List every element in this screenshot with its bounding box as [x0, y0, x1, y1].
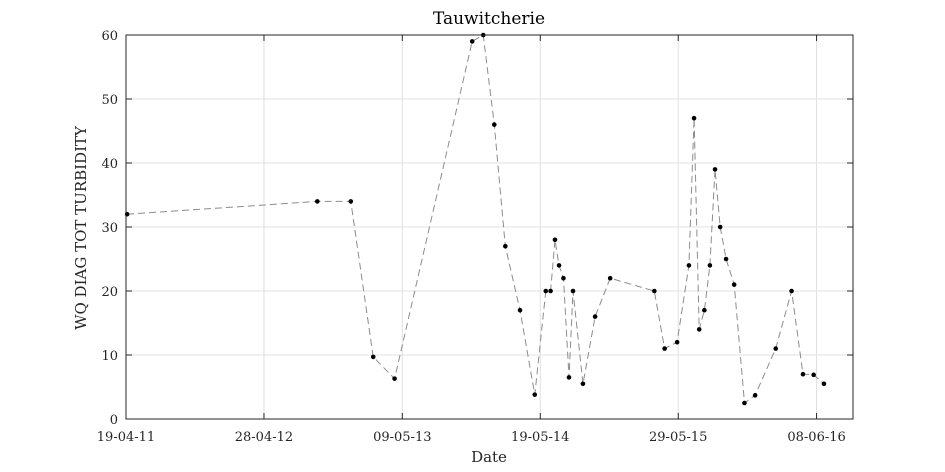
data-point [491, 122, 497, 127]
data-point [315, 199, 320, 204]
data-point [370, 354, 376, 360]
data-point [552, 237, 558, 243]
x-axis-ticks: 19-04-11 28-04-12 09-05-13 19-05-14 29-05-15… [97, 35, 846, 445]
x-tick-label: 28-04-12 [235, 430, 293, 445]
data-point [652, 288, 657, 294]
y-axis-title: WQ DIAG TOT TURBIDITY [72, 125, 90, 330]
data-point [811, 372, 816, 378]
data-point [548, 288, 553, 294]
axes-box [125, 34, 854, 420]
data-point [723, 256, 729, 262]
data-point [348, 199, 354, 204]
y-tick-label: 0 [110, 413, 118, 428]
data-point [570, 288, 576, 294]
y-tick-label: 50 [101, 93, 118, 108]
data-point [691, 115, 697, 121]
x-tick-label: 29-05-15 [649, 430, 707, 445]
data-point [702, 307, 707, 313]
data-point [517, 307, 523, 313]
x-tick-label: 19-04-11 [97, 430, 155, 445]
chart-title: Tauwitcherie [433, 9, 545, 29]
data-point [392, 376, 397, 381]
x-axis-title: Date [471, 448, 507, 466]
data-point [124, 211, 130, 217]
data-point [800, 371, 806, 377]
data-point [674, 339, 680, 345]
data-point [556, 263, 562, 268]
data-point [543, 288, 549, 294]
x-tick-label: 19-05-14 [511, 430, 569, 445]
data-point [686, 263, 692, 268]
data-point [580, 381, 586, 387]
data-point [566, 375, 572, 380]
x-tick-label: 08-06-16 [787, 430, 845, 445]
y-tick-label: 40 [101, 157, 118, 172]
data-point [561, 275, 566, 281]
data-point [707, 263, 713, 268]
data-point [752, 393, 758, 398]
x-tick-label: 09-05-13 [373, 430, 431, 445]
data-point [662, 346, 667, 351]
data-point [469, 39, 475, 44]
data-point [712, 167, 718, 172]
y-tick-label: 60 [101, 29, 118, 44]
data-point [731, 282, 737, 287]
data-point [607, 275, 613, 281]
y-tick-label: 10 [101, 349, 118, 364]
y-tick-label: 20 [101, 285, 118, 300]
data-point [821, 381, 827, 387]
data-point [773, 346, 779, 351]
data-point [532, 392, 538, 397]
y-axis-ticks: 0 10 20 30 40 50 60 [101, 29, 853, 428]
data-point [696, 327, 702, 332]
data-point [789, 288, 794, 294]
grid-lines [125, 34, 853, 420]
data-point [503, 243, 508, 249]
data-points [124, 32, 827, 406]
data-point [592, 314, 598, 319]
data-point [742, 400, 747, 406]
y-tick-label: 30 [101, 221, 118, 236]
data-point [717, 224, 723, 230]
series-line [127, 34, 825, 404]
